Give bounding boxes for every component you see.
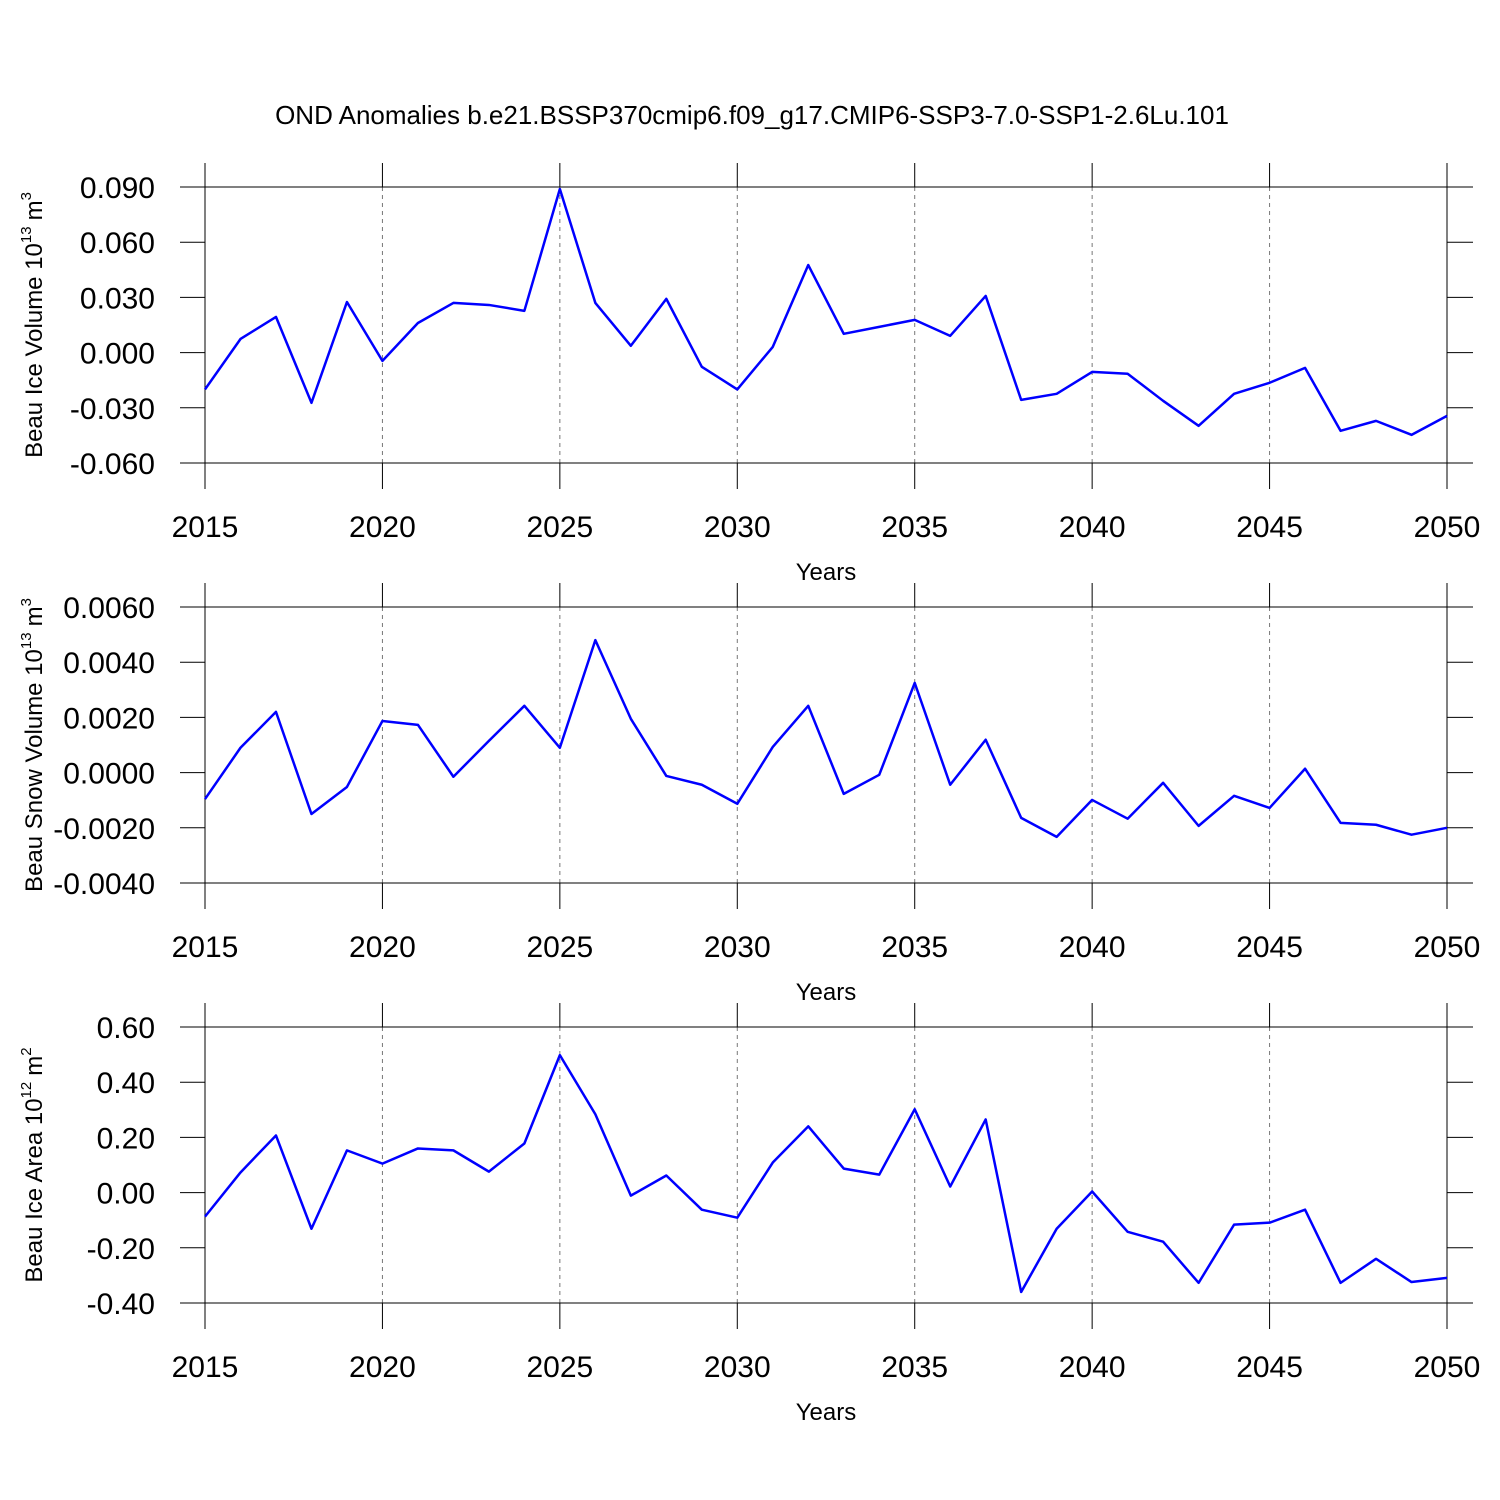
- y-tick-label: 0.030: [80, 282, 155, 315]
- y-axis-label-part: Beau Ice Area 10: [21, 1098, 48, 1282]
- y-tick-label: -0.40: [87, 1288, 155, 1321]
- y-tick-label: 0.0040: [63, 647, 155, 680]
- y-axis-label: Beau Ice Volume 1013 m3: [18, 192, 48, 458]
- y-tick-label: -0.20: [87, 1233, 155, 1266]
- x-tick-label: 2045: [1236, 931, 1303, 964]
- x-tick-label: 2030: [704, 1351, 771, 1384]
- x-tick-label: 2040: [1059, 931, 1126, 964]
- x-axis-label: Years: [796, 979, 857, 1006]
- x-tick-label: 2040: [1059, 511, 1126, 544]
- y-tick-label: 0.000: [80, 338, 155, 371]
- y-tick-label: 0.090: [80, 172, 155, 205]
- x-tick-label: 2015: [172, 931, 239, 964]
- x-tick-label: 2025: [526, 1351, 593, 1384]
- x-tick-label: 2045: [1236, 511, 1303, 544]
- y-tick-label: 0.00: [97, 1178, 155, 1211]
- x-tick-label: 2035: [881, 1351, 948, 1384]
- y-tick-label: 0.060: [80, 227, 155, 260]
- y-tick-label: 0.0020: [63, 702, 155, 735]
- y-axis-label: Beau Snow Volume 1013 m3: [18, 598, 48, 892]
- x-tick-label: 2015: [172, 511, 239, 544]
- y-tick-label: 0.0000: [63, 758, 155, 791]
- x-tick-label: 2050: [1414, 931, 1481, 964]
- x-tick-label: 2050: [1414, 1351, 1481, 1384]
- y-tick-label: -0.060: [70, 448, 155, 481]
- x-tick-label: 2025: [526, 931, 593, 964]
- x-tick-label: 2030: [704, 931, 771, 964]
- y-axis-label-part: m: [21, 606, 48, 626]
- data-line: [203, 187, 1448, 437]
- y-tick-label: 0.60: [97, 1012, 155, 1045]
- x-tick-label: 2020: [349, 931, 416, 964]
- x-tick-label: 2025: [526, 511, 593, 544]
- x-tick-label: 2035: [881, 511, 948, 544]
- y-tick-label: -0.030: [70, 393, 155, 426]
- plot-frame: [204, 606, 1448, 884]
- x-tick-label: 2040: [1059, 1351, 1126, 1384]
- x-tick-label: 2050: [1414, 511, 1481, 544]
- y-tick-label: -0.0020: [53, 813, 155, 846]
- data-line: [203, 638, 1448, 839]
- plot-frame: [204, 186, 1448, 464]
- x-tick-label: 2020: [349, 1351, 416, 1384]
- data-line: [204, 1053, 1448, 1294]
- y-axis-label-part: m: [21, 1056, 48, 1076]
- plot-frame: [204, 1026, 1448, 1304]
- x-tick-label: 2015: [172, 1351, 239, 1384]
- y-axis-label-part: m: [21, 200, 48, 220]
- y-tick-label: 0.0060: [63, 592, 155, 625]
- chart-title: OND Anomalies b.e21.BSSP370cmip6.f09_g17…: [275, 100, 1229, 130]
- x-tick-label: 2035: [881, 931, 948, 964]
- y-tick-label: 0.20: [97, 1122, 155, 1155]
- y-axis-label-part: Beau Ice Volume 10: [21, 243, 48, 458]
- y-axis-label-exponent: 13: [18, 632, 35, 649]
- x-tick-label: 2020: [349, 511, 416, 544]
- y-axis-label-exponent: 2: [18, 1047, 35, 1055]
- y-axis-label-exponent: 3: [18, 598, 35, 606]
- y-axis-label-exponent: 3: [18, 192, 35, 200]
- y-axis-label-exponent: 12: [18, 1082, 35, 1099]
- x-tick-label: 2045: [1236, 1351, 1303, 1384]
- x-axis-label: Years: [796, 1399, 857, 1426]
- y-axis-label: Beau Ice Area 1012 m2: [18, 1047, 48, 1282]
- y-tick-label: -0.0040: [53, 868, 155, 901]
- y-axis-label-exponent: 13: [18, 226, 35, 243]
- y-axis-label-part: Beau Snow Volume 10: [21, 649, 48, 892]
- x-tick-label: 2030: [704, 511, 771, 544]
- x-axis-label: Years: [796, 559, 857, 586]
- y-tick-label: 0.40: [97, 1067, 155, 1100]
